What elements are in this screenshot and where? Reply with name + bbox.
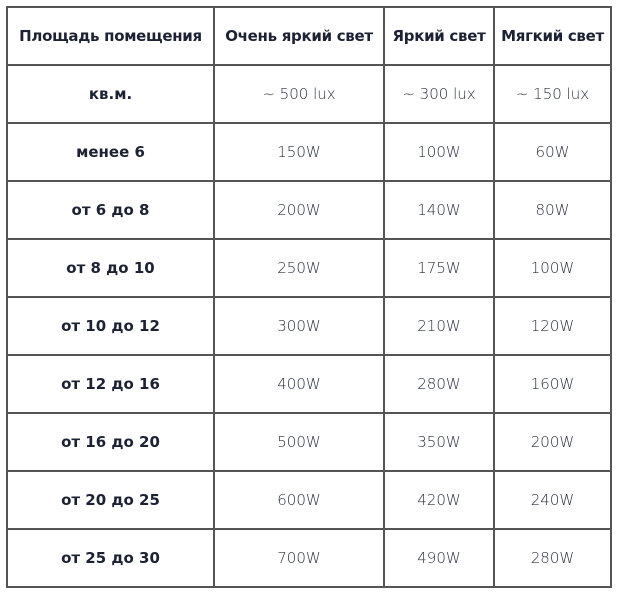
soft-cell: 80W [493, 180, 612, 240]
very-bright-cell: 400W [213, 354, 385, 414]
very-bright-cell: 300W [213, 296, 385, 356]
lighting-power-table: Площадь помещения Очень яркий свет Яркий… [6, 6, 612, 588]
soft-cell: 240W [493, 470, 612, 530]
bright-cell: 140W [383, 180, 495, 240]
area-cell: от 12 до 16 [6, 354, 215, 414]
table-row: кв.м. ~ 500 lux ~ 300 lux ~ 150 lux [6, 64, 612, 124]
header-soft: Мягкий свет [493, 6, 612, 66]
table-row: менее 6 150W 100W 60W [6, 122, 612, 182]
area-cell: менее 6 [6, 122, 215, 182]
bright-cell: 175W [383, 238, 495, 298]
area-cell: от 6 до 8 [6, 180, 215, 240]
table-row: от 25 до 30 700W 490W 280W [6, 528, 612, 588]
header-bright: Яркий свет [383, 6, 495, 66]
very-bright-cell: 150W [213, 122, 385, 182]
bright-cell: 350W [383, 412, 495, 472]
bright-cell: 490W [383, 528, 495, 588]
area-cell: от 10 до 12 [6, 296, 215, 356]
very-bright-cell: 700W [213, 528, 385, 588]
bright-cell: 100W [383, 122, 495, 182]
soft-cell: 200W [493, 412, 612, 472]
soft-cell: 60W [493, 122, 612, 182]
table-row: от 6 до 8 200W 140W 80W [6, 180, 612, 240]
very-bright-cell: 250W [213, 238, 385, 298]
very-bright-cell: 200W [213, 180, 385, 240]
table-row: от 12 до 16 400W 280W 160W [6, 354, 612, 414]
very-bright-cell: 500W [213, 412, 385, 472]
very-bright-cell: 600W [213, 470, 385, 530]
bright-cell: 420W [383, 470, 495, 530]
area-cell: от 8 до 10 [6, 238, 215, 298]
area-cell: от 20 до 25 [6, 470, 215, 530]
area-cell: кв.м. [6, 64, 215, 124]
table-row: от 8 до 10 250W 175W 100W [6, 238, 612, 298]
soft-cell: 100W [493, 238, 612, 298]
header-row: Площадь помещения Очень яркий свет Яркий… [6, 6, 612, 66]
soft-cell: 280W [493, 528, 612, 588]
table-row: от 20 до 25 600W 420W 240W [6, 470, 612, 530]
area-cell: от 25 до 30 [6, 528, 215, 588]
soft-cell: ~ 150 lux [493, 64, 612, 124]
header-very-bright: Очень яркий свет [213, 6, 385, 66]
very-bright-cell: ~ 500 lux [213, 64, 385, 124]
soft-cell: 160W [493, 354, 612, 414]
area-cell: от 16 до 20 [6, 412, 215, 472]
soft-cell: 120W [493, 296, 612, 356]
table-row: от 10 до 12 300W 210W 120W [6, 296, 612, 356]
header-area: Площадь помещения [6, 6, 215, 66]
table-row: от 16 до 20 500W 350W 200W [6, 412, 612, 472]
bright-cell: 280W [383, 354, 495, 414]
bright-cell: ~ 300 lux [383, 64, 495, 124]
bright-cell: 210W [383, 296, 495, 356]
